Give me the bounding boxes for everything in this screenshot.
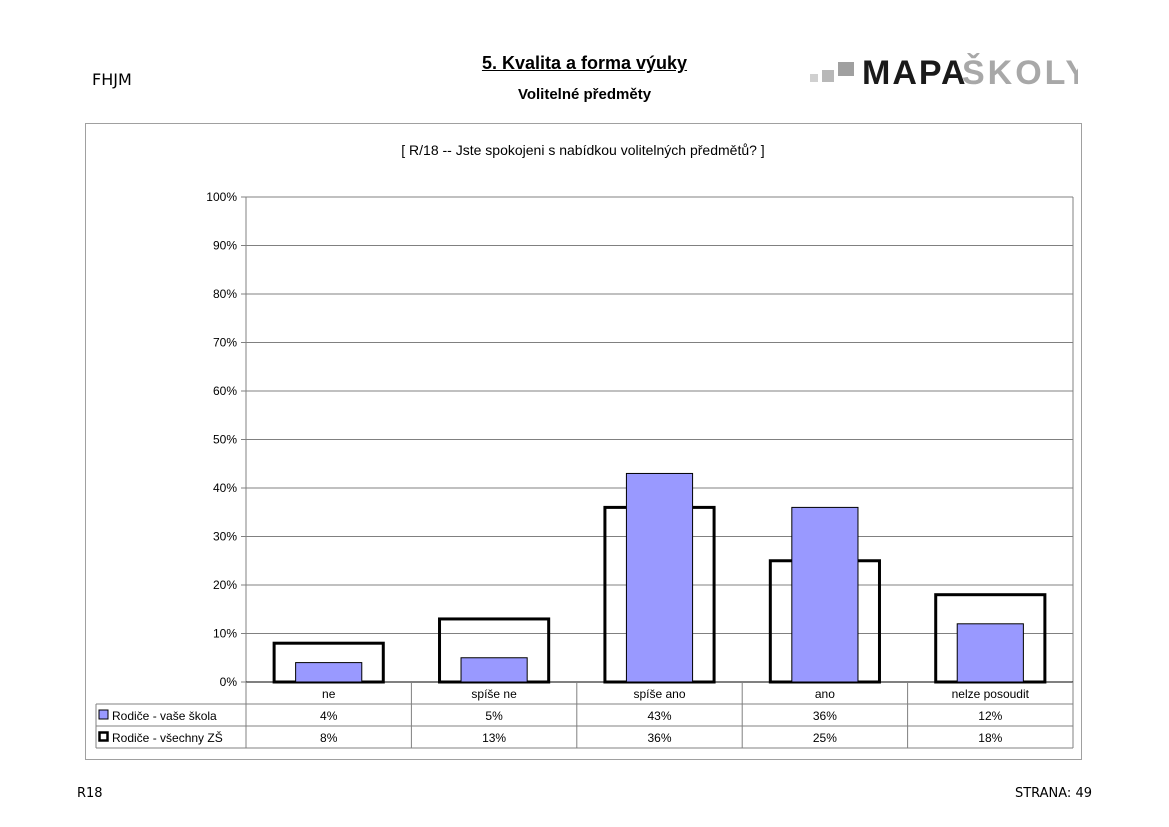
x-category-label: nelze posoudit <box>952 687 1030 701</box>
data-value-label: 5% <box>485 709 503 723</box>
logo-square-1 <box>810 74 818 82</box>
data-value-label: 25% <box>813 731 837 745</box>
y-tick-label: 60% <box>213 384 237 398</box>
bar-filled <box>460 657 528 683</box>
legend-series-name: Rodiče - vaše škola <box>112 709 217 723</box>
grid-layer: 0% 10% 20% 30% 40% 50% 60% 70% 80% 90% 100% <box>206 190 1074 689</box>
bars-layer <box>246 472 1073 684</box>
legend-series-name: Rodiče - všechny ZŠ <box>112 730 223 745</box>
legend-swatch-filled <box>98 709 109 720</box>
data-value-label: 13% <box>482 731 506 745</box>
logo-square-3 <box>838 62 854 76</box>
logo-text-light: ŠKOLY <box>962 53 1078 92</box>
y-tick-label: 0% <box>220 675 238 689</box>
bar-filled <box>625 472 694 683</box>
x-category-label: ano <box>815 687 835 701</box>
bar-filled <box>956 623 1024 683</box>
page-number: STRANA: 49 <box>1014 786 1092 801</box>
footer-code: R18 <box>77 786 103 801</box>
bar-filled <box>295 662 363 683</box>
page-title: 5. Kvalita a forma výuky <box>481 53 688 73</box>
y-tick-label: 100% <box>206 190 237 204</box>
y-tick-label: 50% <box>213 433 237 447</box>
y-tick-label: 40% <box>213 481 237 495</box>
y-tick-label: 90% <box>213 239 237 253</box>
legend-swatch-outline <box>98 731 109 742</box>
chart-title: [ R/18 -- Jste spokojeni s nabídkou voli… <box>401 142 764 158</box>
logo-text-dark: MAPA <box>862 54 968 92</box>
data-value-label: 36% <box>647 731 671 745</box>
x-category-label: spíše ne <box>471 687 517 701</box>
bar-filled <box>791 506 859 683</box>
chart-frame <box>85 123 1082 760</box>
data-value-label: 12% <box>978 709 1002 723</box>
y-tick-label: 20% <box>213 578 237 592</box>
data-value-label: 18% <box>978 731 1002 745</box>
y-tick-label: 80% <box>213 287 237 301</box>
page-subtitle: Volitelné předměty <box>517 86 652 103</box>
bar-chart: [ R/18 -- Jste spokojeni s nabídkou voli… <box>95 142 1074 749</box>
logo-square-2 <box>822 70 834 82</box>
data-table: ne spíše ne spíše ano ano nelze posoudit Rodi… <box>95 682 1074 749</box>
data-value-label: 4% <box>320 709 338 723</box>
data-value-label: 36% <box>813 709 837 723</box>
y-tick-label: 10% <box>213 627 237 641</box>
header-code: FHJM <box>92 70 132 89</box>
y-tick-label: 30% <box>213 530 237 544</box>
data-value-label: 8% <box>320 731 338 745</box>
x-category-label: spíše ano <box>633 687 685 701</box>
data-value-label: 43% <box>647 709 671 723</box>
y-tick-label: 70% <box>213 336 237 350</box>
mapa-skoly-logo: MAPA ŠKOLY <box>810 53 1078 92</box>
x-category-label: ne <box>322 687 336 701</box>
